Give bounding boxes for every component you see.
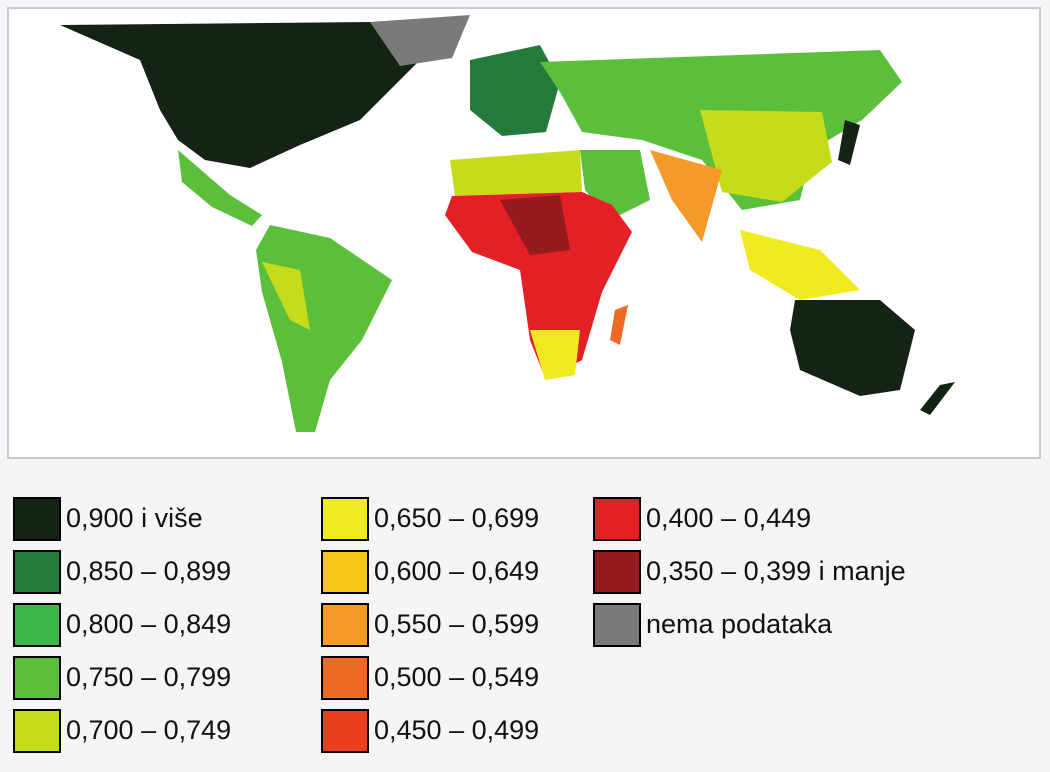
legend-swatch (13, 603, 61, 647)
australia (790, 300, 915, 396)
legend-swatch (13, 709, 61, 753)
legend-swatch (13, 656, 61, 700)
legend-label: 0,500 – 0,549 (374, 662, 539, 692)
legend-swatch (321, 709, 369, 753)
legend-label: 0,550 – 0,599 (374, 609, 539, 639)
southern-africa (530, 330, 580, 380)
north-africa (450, 150, 582, 196)
greenland (370, 15, 470, 66)
legend-swatch (593, 497, 641, 541)
legend-swatch (321, 550, 369, 594)
legend-swatch (13, 497, 61, 541)
legend-swatch (321, 656, 369, 700)
japan (838, 120, 860, 165)
madagascar (610, 305, 628, 345)
legend-label: 0,850 – 0,899 (66, 556, 231, 586)
legend-label: nema podataka (646, 609, 833, 639)
legend-swatch (321, 603, 369, 647)
legend-label: 0,800 – 0,849 (66, 609, 231, 639)
legend-swatch (13, 550, 61, 594)
china (700, 110, 832, 202)
central-africa (500, 195, 570, 255)
legend-label: 0,900 i više (66, 503, 203, 533)
south-east-asia (740, 230, 860, 300)
legend-label: 0,450 – 0,499 (374, 715, 539, 745)
europe (470, 45, 560, 136)
legend-swatch (593, 603, 641, 647)
legend-swatch (593, 550, 641, 594)
andes (262, 262, 310, 330)
legend-label: 0,350 – 0,399 i manje (646, 556, 906, 586)
world-map (60, 15, 955, 432)
legend: 0,900 i više 0,850 – 0,899 0,800 – 0,849 0,… (13, 497, 906, 753)
legend-label: 0,750 – 0,799 (66, 662, 231, 692)
legend-label: 0,700 – 0,749 (66, 715, 231, 745)
new-zealand (920, 382, 955, 415)
legend-swatch (321, 497, 369, 541)
legend-label: 0,400 – 0,449 (646, 503, 811, 533)
africa (445, 192, 632, 380)
legend-label: 0,650 – 0,699 (374, 503, 539, 533)
central-america (178, 150, 262, 226)
north-america (60, 22, 420, 168)
india (650, 150, 722, 242)
legend-label: 0,600 – 0,649 (374, 556, 539, 586)
